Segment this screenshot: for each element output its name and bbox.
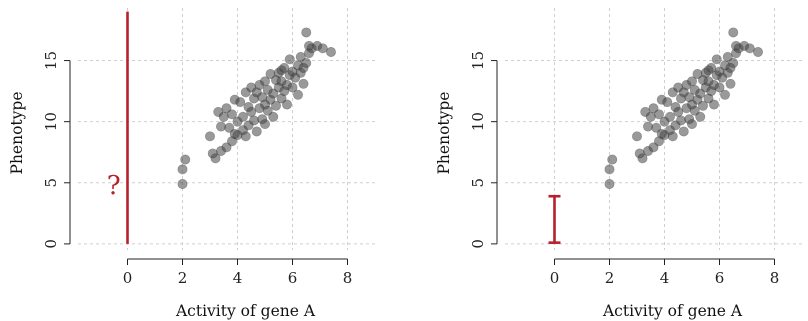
data-point [268,111,279,122]
data-point [317,43,328,54]
x-tick-label: 8 [770,269,780,287]
x-tick-label: 6 [715,269,725,287]
data-point [177,179,188,190]
data-point [205,131,216,142]
x-axis-title: Activity of gene A [175,302,316,320]
data-point [607,154,618,165]
data-point [604,164,615,175]
y-axis-title: Phenotype [435,92,453,175]
data-point [284,54,295,65]
x-tick-label: 4 [233,269,243,287]
x-tick-label: 2 [605,269,615,287]
data-point [651,122,662,133]
data-point [298,62,309,73]
data-point [722,51,733,62]
data-point [675,115,686,126]
y-tick-label: 10 [42,112,60,131]
x-tick-label: 0 [550,269,560,287]
data-point [631,131,642,142]
data-point [270,100,281,111]
data-point [648,142,659,153]
data-point [686,76,697,87]
scatter-panel-right: 0 2 4 6 8 0 5 10 15 Activity of gene A Phenotype [435,8,802,320]
data-point [725,78,736,89]
data-point [662,97,673,108]
y-tick-label: 0 [42,239,60,249]
y-tick-label: 0 [469,239,487,249]
data-point [678,126,689,137]
y-tick-label: 15 [42,51,60,70]
data-point [708,99,719,110]
data-point [744,43,755,54]
data-point [642,121,653,132]
scatter-panel-left: 0 2 4 6 8 0 5 10 15 Activity of gene A Phenotype? [8,8,375,320]
data-point [637,153,648,164]
data-point [262,105,273,116]
data-point [667,131,678,142]
data-point [714,82,725,93]
data-point [645,111,656,122]
data-point [653,109,664,120]
data-point [240,131,251,142]
x-tick-label: 6 [288,269,298,287]
y-axis-title: Phenotype [8,92,26,175]
data-point [292,89,303,100]
data-point [251,126,262,137]
data-point [728,27,739,38]
data-point [180,154,191,165]
data-point [725,62,736,73]
data-point [287,82,298,93]
data-point [249,115,260,126]
x-tick-label: 0 [123,269,133,287]
data-point [238,111,249,122]
data-point [695,88,706,99]
data-point [216,121,227,132]
data-point [686,119,697,130]
data-point [301,27,312,38]
data-point [752,46,763,57]
data-point [281,99,292,110]
data-point [210,153,221,164]
data-point [648,103,659,114]
question-mark: ? [107,171,121,201]
data-point [295,51,306,62]
data-point [259,76,270,87]
data-point [276,65,287,76]
x-tick-label: 8 [343,269,353,287]
data-point [227,109,238,120]
data-point [246,106,257,117]
data-point [697,100,708,111]
data-point [695,111,706,122]
data-point [298,78,309,89]
data-point [221,142,232,153]
data-point [673,106,684,117]
y-tick-label: 10 [469,112,487,131]
data-point [235,97,246,108]
data-point [259,119,270,130]
data-point [604,179,615,190]
y-tick-label: 5 [469,178,487,188]
data-point [711,54,722,65]
data-point [325,46,336,57]
data-point [218,111,229,122]
x-tick-label: 4 [660,269,670,287]
data-point [268,88,279,99]
y-tick-label: 5 [42,178,60,188]
x-axis-title: Activity of gene A [602,302,743,320]
data-point [221,103,232,114]
data-point [664,111,675,122]
data-point [689,105,700,116]
y-tick-label: 15 [469,51,487,70]
data-point [224,122,235,133]
data-point [703,65,714,76]
x-tick-label: 2 [178,269,188,287]
data-point [719,89,730,100]
data-point [177,164,188,175]
